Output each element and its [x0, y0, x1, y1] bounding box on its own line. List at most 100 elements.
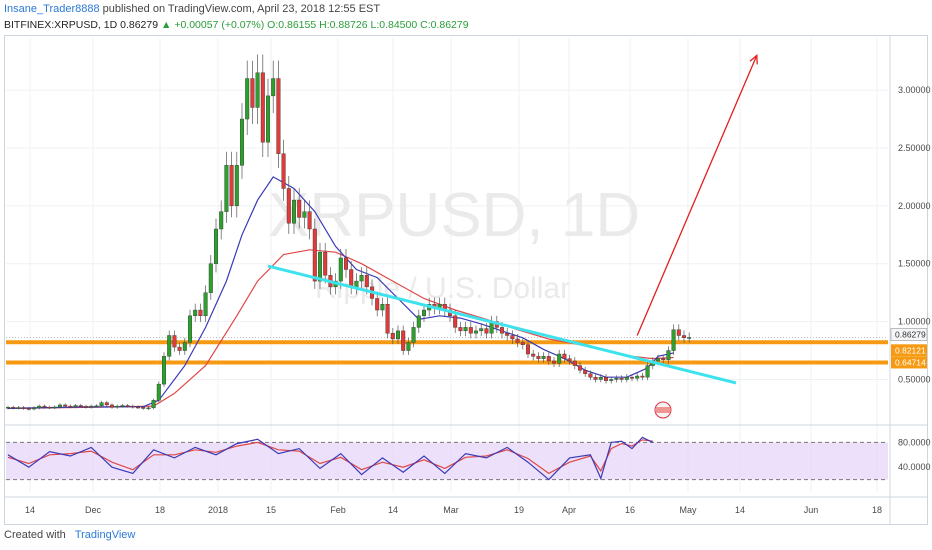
- candle: [312, 228, 317, 282]
- candle: [177, 346, 182, 351]
- candle: [213, 228, 218, 264]
- candle: [463, 327, 468, 332]
- candle: [11, 407, 16, 409]
- time-tick-label: Feb: [330, 505, 346, 515]
- time-tick-label: 16: [625, 505, 635, 515]
- rsi-band: [6, 442, 888, 480]
- price-tick-label: 1.50000: [898, 259, 931, 269]
- candle: [406, 342, 411, 351]
- price-label: 0.64714: [895, 357, 926, 367]
- candle: [250, 78, 255, 108]
- price-label-box: [890, 327, 928, 341]
- candle: [593, 376, 598, 380]
- candle: [578, 365, 583, 371]
- candle: [109, 404, 114, 408]
- price-tick-label: 2.50000: [898, 143, 931, 153]
- candle: [281, 153, 286, 189]
- candle: [99, 402, 104, 407]
- candle: [52, 406, 57, 409]
- candle: [390, 332, 395, 340]
- candle: [344, 257, 349, 270]
- ma-fast-line: [7, 176, 674, 409]
- candle: [21, 407, 26, 409]
- time-tick-label: 14: [25, 505, 35, 515]
- candle: [354, 280, 359, 288]
- candle: [474, 330, 479, 334]
- candle: [557, 353, 562, 364]
- candle: [630, 376, 635, 379]
- price-tick-label: 3.00000: [898, 85, 931, 95]
- candle: [198, 309, 203, 317]
- time-tick-label: 14: [388, 505, 398, 515]
- candle: [468, 327, 473, 334]
- candle: [614, 378, 619, 380]
- candle: [609, 379, 614, 381]
- candle: [193, 309, 198, 317]
- time-tick-label: Mar: [443, 505, 459, 515]
- time-tick-label: 2018: [208, 505, 228, 515]
- candle: [276, 78, 281, 154]
- candle: [671, 329, 676, 351]
- candle: [130, 405, 135, 408]
- candle: [229, 165, 234, 207]
- time-tick-label: Apr: [562, 505, 576, 515]
- author-link[interactable]: Insane_Trader8888: [4, 3, 100, 15]
- price-change: ▲ +0.00057 (+0.07%): [161, 19, 265, 31]
- tradingview-brand[interactable]: TradingView: [74, 529, 136, 541]
- candle: [598, 376, 603, 380]
- candle: [125, 405, 130, 407]
- candle: [656, 358, 661, 362]
- candle: [161, 356, 166, 385]
- candle: [146, 407, 151, 410]
- candle: [255, 72, 260, 108]
- candle: [37, 405, 42, 409]
- candle: [375, 298, 380, 311]
- candle: [510, 335, 515, 340]
- candle: [104, 402, 109, 406]
- projection-arrow: [636, 55, 758, 336]
- price-label: 0.86279: [895, 329, 926, 339]
- candle: [619, 378, 624, 380]
- candle: [666, 350, 671, 361]
- candle: [208, 263, 213, 293]
- candle: [531, 353, 536, 357]
- chart-frame: [4, 35, 928, 525]
- candle: [567, 358, 572, 362]
- time-tick-label: 19: [514, 505, 524, 515]
- candle: [68, 405, 73, 408]
- time-tick-label: 14: [735, 505, 745, 515]
- candle: [224, 165, 229, 212]
- candle: [645, 365, 650, 378]
- candle: [271, 78, 276, 97]
- time-tick-label: Dec: [85, 505, 102, 515]
- candle: [687, 337, 692, 339]
- candle: [572, 360, 577, 366]
- candle: [187, 315, 192, 343]
- candle: [396, 330, 401, 340]
- candle: [83, 406, 88, 408]
- symbol-info: BITFINEX:XRPUSD, 1D 0.86279 ▲ +0.00057 (…: [4, 19, 469, 31]
- candle: [338, 257, 343, 282]
- rsi-level-label: 80.0000: [898, 437, 931, 447]
- publish-info: Insane_Trader8888 published on TradingVi…: [4, 3, 380, 15]
- candle: [239, 118, 244, 166]
- candle: [26, 408, 31, 410]
- candle: [260, 72, 265, 143]
- candle: [385, 304, 390, 334]
- candle: [604, 376, 609, 381]
- candle: [120, 405, 125, 407]
- time-tick-label: May: [679, 505, 697, 515]
- candle: [458, 327, 463, 332]
- price-tick-label: 2.00000: [898, 201, 931, 211]
- footer: Created with TradingView: [4, 529, 135, 541]
- candle: [323, 251, 328, 276]
- descending-trendline: [267, 264, 737, 385]
- candle: [416, 315, 421, 328]
- candle: [359, 275, 364, 282]
- candle: [42, 405, 47, 408]
- candle: [167, 335, 172, 357]
- price-label-box: [891, 344, 927, 357]
- candle: [182, 342, 187, 351]
- candle: [135, 406, 140, 409]
